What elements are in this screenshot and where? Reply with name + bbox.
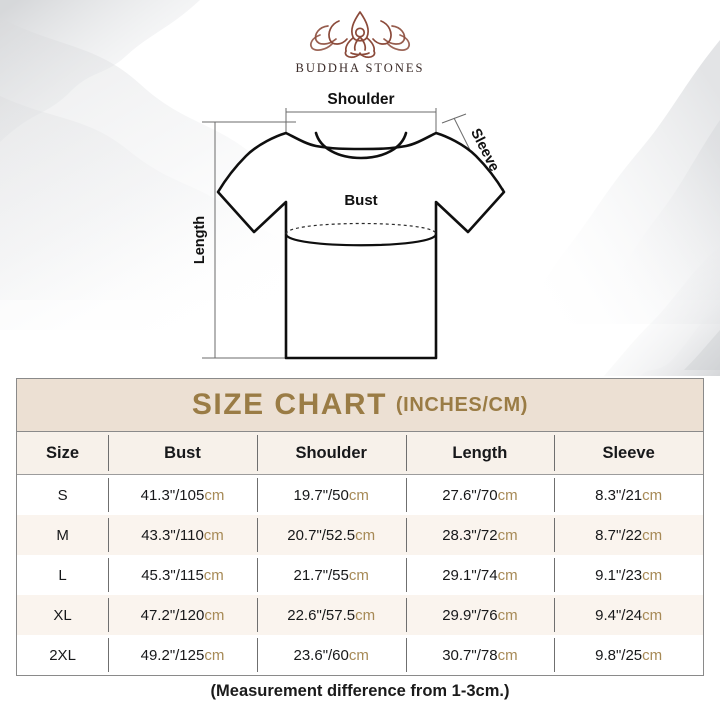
- cell-length: 27.6"/70cm: [405, 475, 555, 516]
- bust-label: Bust: [344, 192, 377, 209]
- cell-sleeve: 9.4"/24cm: [554, 595, 703, 635]
- cell-size: XL: [53, 606, 72, 624]
- size-chart-title: SIZE CHART: [191, 388, 387, 421]
- column-header-bust: Bust: [108, 432, 257, 475]
- size-chart-table: Size Bust Shoulder Length Sleeve S 41.3"…: [17, 432, 703, 675]
- cell-length: 28.3"/72cm: [405, 515, 555, 555]
- size-chart-card: SIZE CHART (INCHES/CM) Size Bust Shoulde…: [16, 378, 704, 676]
- cell-shoulder: 22.6"/57.5cm: [256, 595, 406, 635]
- size-chart-title-bar: SIZE CHART (INCHES/CM): [17, 379, 703, 432]
- length-label: Length: [192, 216, 208, 264]
- measurement-disclaimer: (Measurement difference from 1-3cm.): [210, 682, 510, 700]
- cell-bust: 41.3"/105cm: [108, 475, 257, 516]
- column-header-length: Length: [405, 432, 555, 475]
- table-row: XL 47.2"/120cm 22.6"/57.5cm 29.9"/76cm 9…: [17, 595, 703, 635]
- cell-length: 29.1"/74cm: [405, 555, 555, 595]
- cell-size: 2XL: [49, 646, 76, 664]
- table-header-row: Size Bust Shoulder Length Sleeve: [17, 432, 703, 475]
- lotus-meditation-icon: [310, 11, 410, 59]
- column-header-shoulder: Shoulder: [256, 432, 406, 475]
- table-row: L 45.3"/115cm 21.7"/55cm 29.1"/74cm 9.1"…: [17, 555, 703, 595]
- cell-shoulder: 23.6"/60cm: [256, 635, 406, 675]
- column-header-sleeve: Sleeve: [554, 432, 703, 475]
- brand-logo: BUDDHA STONES: [0, 8, 720, 76]
- cell-sleeve: 8.7"/22cm: [554, 515, 703, 555]
- cell-shoulder: 20.7"/52.5cm: [256, 515, 406, 555]
- brand-name: BUDDHA STONES: [295, 61, 425, 75]
- cell-length: 30.7"/78cm: [405, 635, 555, 675]
- cell-sleeve: 9.1"/23cm: [554, 555, 703, 595]
- table-row: 2XL 49.2"/125cm 23.6"/60cm 30.7"/78cm 9.…: [17, 635, 703, 675]
- cell-shoulder: 21.7"/55cm: [256, 555, 406, 595]
- cell-size: L: [58, 566, 67, 584]
- cell-size: M: [56, 526, 69, 544]
- cell-bust: 43.3"/110cm: [108, 515, 257, 555]
- column-header-size: Size: [17, 432, 109, 475]
- cell-bust: 47.2"/120cm: [108, 595, 257, 635]
- cell-length: 29.9"/76cm: [405, 595, 555, 635]
- size-chart-unit-label: (INCHES/CM): [395, 393, 529, 416]
- tshirt-measurement-diagram: Shoulder Bust Length Sleeve: [192, 91, 506, 360]
- table-row: S 41.3"/105cm 19.7"/50cm 27.6"/70cm 8.3"…: [17, 474, 703, 516]
- cell-sleeve: 8.3"/21cm: [554, 475, 703, 516]
- cell-size: S: [57, 486, 68, 504]
- shoulder-label: Shoulder: [327, 91, 394, 108]
- cell-shoulder: 19.7"/50cm: [256, 475, 406, 516]
- cell-sleeve: 9.8"/25cm: [554, 635, 703, 675]
- cell-bust: 45.3"/115cm: [108, 555, 257, 595]
- cell-bust: 49.2"/125cm: [108, 635, 257, 675]
- table-row: M 43.3"/110cm 20.7"/52.5cm 28.3"/72cm 8.…: [17, 515, 703, 555]
